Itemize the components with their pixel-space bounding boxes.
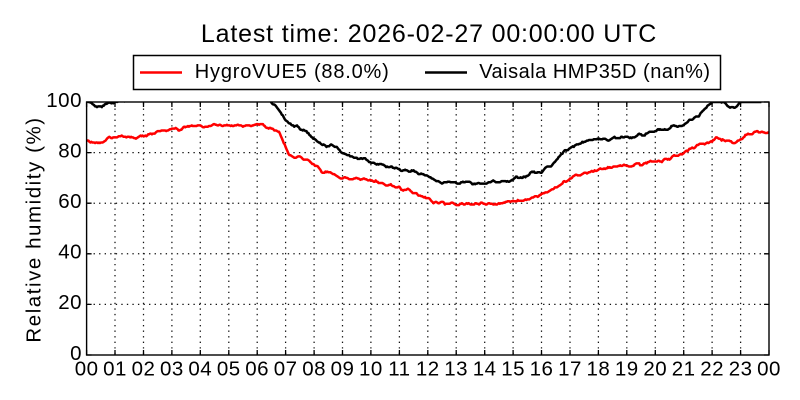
- svg-text:HygroVUE5 (88.0%): HygroVUE5 (88.0%): [195, 61, 390, 83]
- svg-text:100: 100: [46, 89, 82, 112]
- svg-text:10: 10: [359, 357, 383, 380]
- svg-text:0: 0: [70, 342, 82, 365]
- svg-text:03: 03: [160, 357, 184, 380]
- svg-text:60: 60: [58, 190, 82, 213]
- svg-text:40: 40: [58, 241, 82, 264]
- svg-text:01: 01: [103, 357, 127, 380]
- svg-text:Relative humidity (%): Relative humidity (%): [23, 116, 46, 342]
- svg-text:20: 20: [643, 357, 667, 380]
- svg-text:00: 00: [757, 357, 781, 380]
- svg-text:07: 07: [274, 357, 298, 380]
- svg-text:11: 11: [388, 357, 410, 380]
- svg-text:21: 21: [672, 357, 696, 380]
- svg-text:20: 20: [58, 291, 82, 314]
- svg-text:12: 12: [416, 357, 440, 380]
- svg-text:15: 15: [501, 357, 525, 380]
- svg-text:Latest time: 2026-02-27 00:00:: Latest time: 2026-02-27 00:00:00 UTC: [201, 20, 657, 48]
- svg-text:14: 14: [473, 357, 497, 380]
- svg-text:09: 09: [331, 357, 355, 380]
- svg-text:08: 08: [302, 357, 326, 380]
- svg-text:18: 18: [586, 357, 610, 380]
- svg-text:05: 05: [217, 357, 241, 380]
- svg-text:16: 16: [530, 357, 554, 380]
- svg-text:04: 04: [188, 357, 212, 380]
- svg-text:80: 80: [58, 139, 82, 162]
- svg-text:17: 17: [558, 357, 582, 380]
- svg-text:13: 13: [444, 357, 468, 380]
- svg-text:19: 19: [615, 357, 639, 380]
- svg-text:02: 02: [132, 357, 156, 380]
- svg-text:23: 23: [729, 357, 753, 380]
- svg-text:06: 06: [245, 357, 269, 380]
- svg-text:Vaisala HMP35D (nan%): Vaisala HMP35D (nan%): [479, 61, 710, 83]
- svg-text:22: 22: [700, 357, 724, 380]
- svg-text:00: 00: [75, 357, 99, 380]
